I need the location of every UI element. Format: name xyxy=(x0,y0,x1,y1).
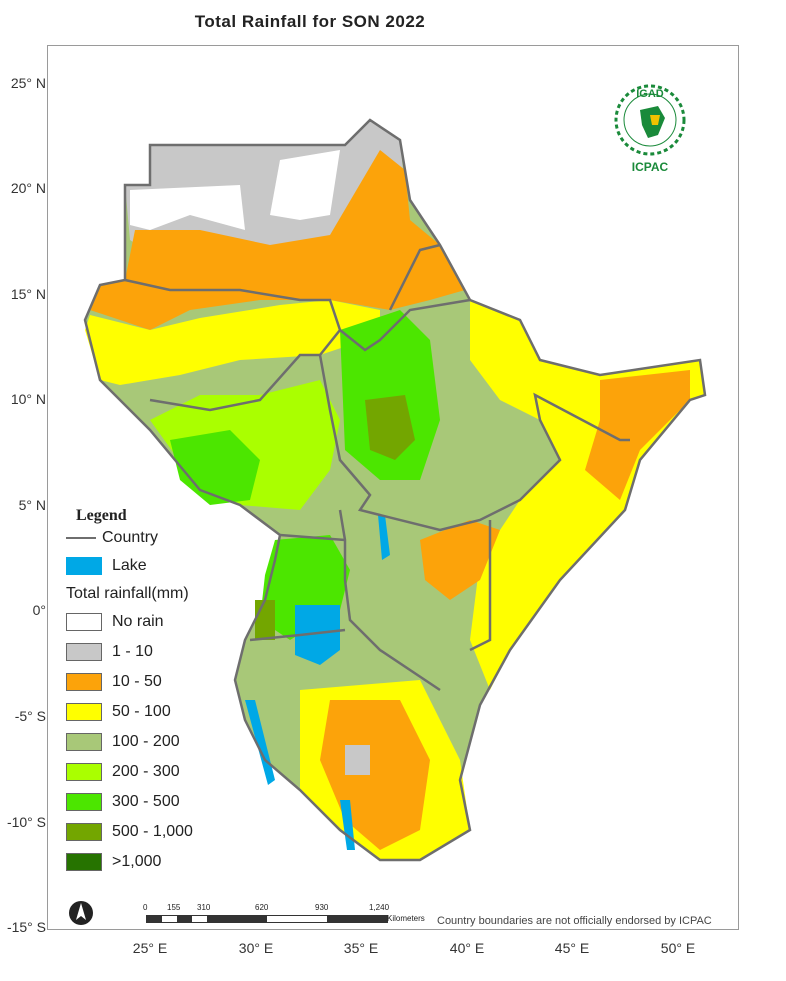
zone-10-50-somalia xyxy=(585,370,690,500)
zone-50-100-band xyxy=(85,300,380,385)
legend-class-label: 100 - 200 xyxy=(112,733,180,750)
legend-classes: No rain 1 - 10 10 - 50 50 - 100 100 - 200 200… xyxy=(66,607,286,877)
legend-class-row: 300 - 500 xyxy=(66,787,286,817)
rainfall-zones xyxy=(85,120,705,860)
x-tick-45e: 45° E xyxy=(554,940,590,956)
legend-class-row: 200 - 300 xyxy=(66,757,286,787)
legend-lake-row: Lake xyxy=(66,551,286,581)
x-tick-30e: 30° E xyxy=(238,940,274,956)
north-arrow-icon xyxy=(69,901,93,925)
legend: Legend Country Lake Total rainfall(mm) N… xyxy=(66,507,286,877)
scale-label-0: 0 xyxy=(143,903,148,912)
map-title: Total Rainfall for SON 2022 xyxy=(194,12,426,31)
scale-unit: Kilometers xyxy=(387,914,425,923)
legend-class-row: 1 - 10 xyxy=(66,637,286,667)
legend-class-row: 50 - 100 xyxy=(66,697,286,727)
legend-country-label: Country xyxy=(102,529,159,546)
legend-class-swatch xyxy=(66,853,102,871)
zone-10-50-north xyxy=(90,150,465,330)
legend-rainfall-title: Total rainfall(mm) xyxy=(66,585,189,602)
zone-no-rain-north2 xyxy=(270,150,340,220)
x-tick-25e: 25° E xyxy=(132,940,168,956)
legend-class-label: 50 - 100 xyxy=(112,703,171,720)
legend-class-swatch xyxy=(66,703,102,721)
x-tick-50e: 50° E xyxy=(660,940,696,956)
lake-victoria xyxy=(295,605,340,665)
y-tick-10n: 10° N xyxy=(10,391,46,407)
map-frame xyxy=(47,45,739,930)
y-tick-5n: 5° N xyxy=(18,497,46,513)
legend-class-label: >1,000 xyxy=(112,853,162,870)
scale-label-155: 155 xyxy=(167,903,181,912)
country-line-icon xyxy=(66,537,96,539)
legend-class-label: 1 - 10 xyxy=(112,643,153,660)
lake-swatch xyxy=(66,557,102,575)
zone-300-500-ss xyxy=(170,430,260,505)
x-tick-40e: 40° E xyxy=(449,940,485,956)
legend-class-swatch xyxy=(66,673,102,691)
legend-class-swatch xyxy=(66,793,102,811)
legend-class-row: 100 - 200 xyxy=(66,727,286,757)
x-tick-35e: 35° E xyxy=(343,940,379,956)
y-tick-5s: -5° S xyxy=(14,708,46,724)
legend-class-swatch xyxy=(66,763,102,781)
y-tick-15s: -15° S xyxy=(6,919,46,935)
legend-country-row: Country xyxy=(66,525,286,551)
disclaimer: Country boundaries are not officially en… xyxy=(437,915,712,927)
zone-300-500-eth xyxy=(340,310,440,480)
scale-label-620: 620 xyxy=(255,903,269,912)
lake-turkana xyxy=(378,515,390,560)
region-base xyxy=(85,120,705,860)
legend-class-swatch xyxy=(66,823,102,841)
north-arrow xyxy=(68,900,94,931)
scale-label-930: 930 xyxy=(315,903,329,912)
scale-label-1240: 1,240 xyxy=(369,903,390,912)
legend-class-label: 500 - 1,000 xyxy=(112,823,193,840)
zone-10-50-kenya xyxy=(420,520,500,600)
logo-top-text: IGAD xyxy=(636,88,664,100)
zone-500-1000-eth xyxy=(365,395,415,460)
logo-emblem-icon xyxy=(614,84,686,156)
scale-bar: 0 155 310 620 930 1,240 Kilometers xyxy=(143,903,443,933)
y-tick-0: 0° xyxy=(32,602,46,618)
legend-class-swatch xyxy=(66,643,102,661)
legend-title: Legend xyxy=(76,507,127,524)
scale-bar-graphic xyxy=(146,915,388,923)
legend-class-swatch xyxy=(66,613,102,631)
igad-icpac-logo: IGAD ICPAC xyxy=(610,80,690,175)
legend-class-label: 200 - 300 xyxy=(112,763,180,780)
legend-class-row: 500 - 1,000 xyxy=(66,817,286,847)
country-borders xyxy=(83,118,707,862)
zone-1-10-tz xyxy=(345,745,370,775)
legend-class-label: 10 - 50 xyxy=(112,673,162,690)
y-tick-10s: -10° S xyxy=(6,814,46,830)
legend-class-row: 10 - 50 xyxy=(66,667,286,697)
zone-no-rain-north xyxy=(130,185,245,230)
scale-label-310: 310 xyxy=(197,903,211,912)
legend-lake-label: Lake xyxy=(112,557,147,574)
y-tick-20n: 20° N xyxy=(10,180,46,196)
legend-class-row: No rain xyxy=(66,607,286,637)
logo-bottom-text: ICPAC xyxy=(631,160,669,174)
y-tick-15n: 15° N xyxy=(10,286,46,302)
legend-class-label: 300 - 500 xyxy=(112,793,180,810)
legend-class-row: >1,000 xyxy=(66,847,286,877)
legend-class-label: No rain xyxy=(112,613,164,630)
y-tick-25n: 25° N xyxy=(10,75,46,91)
legend-class-swatch xyxy=(66,733,102,751)
